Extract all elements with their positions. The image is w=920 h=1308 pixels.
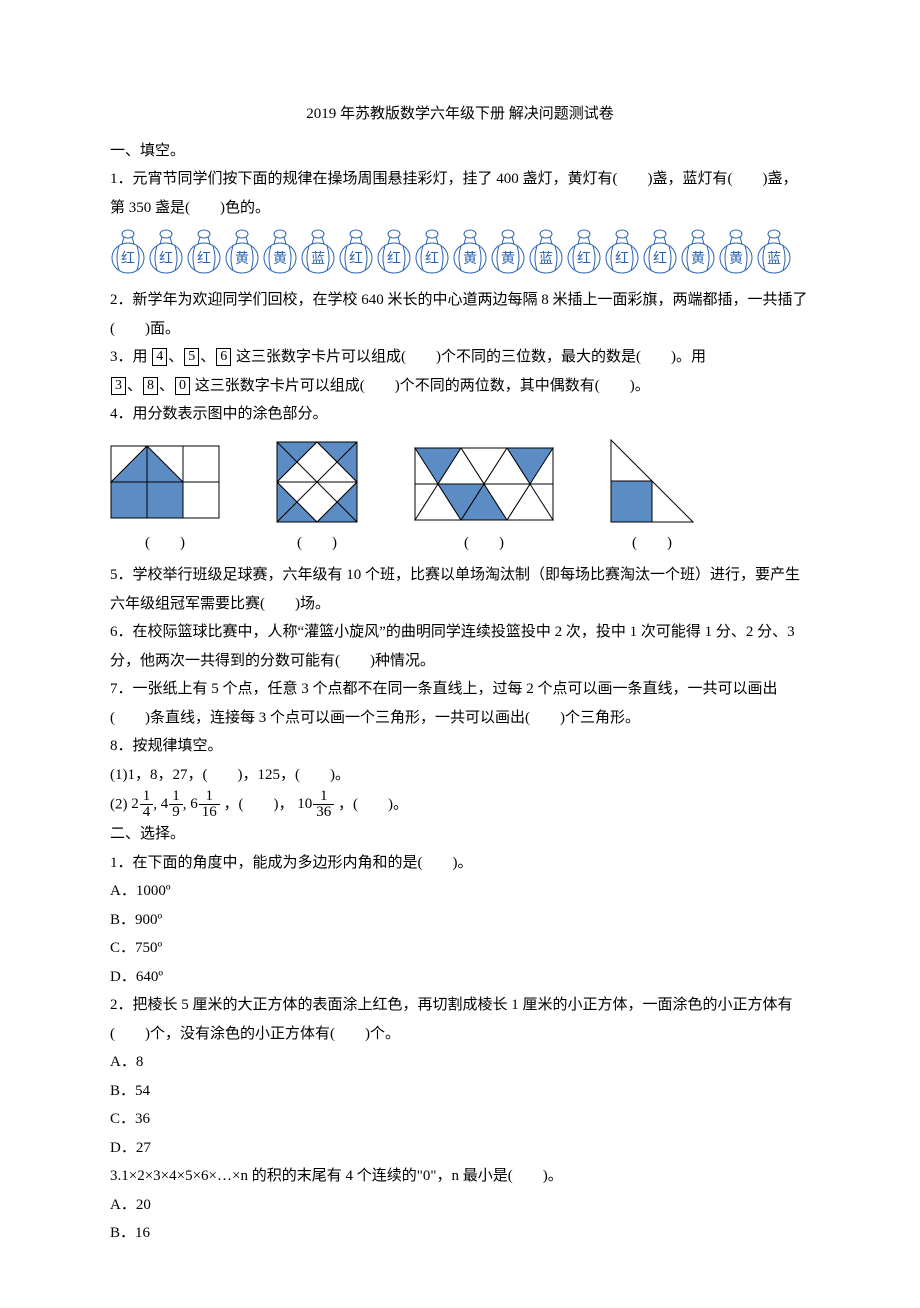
fig-caption: ( ) <box>145 529 185 558</box>
svg-text:红: 红 <box>577 251 591 267</box>
lantern-icon: 黄 <box>490 228 526 276</box>
q3-tail: 这三张数字卡片可以组成( )个不同的两位数，其中偶数有( )。 <box>195 378 650 394</box>
digit-card: 3 <box>111 377 126 395</box>
lantern-icon: 红 <box>566 228 602 276</box>
right-triangle-icon <box>610 439 694 523</box>
s2-q3-text: 3.1×2×3×4×5×6×…×n 的积的末尾有 4 个连续的"0"，n 最小是… <box>110 1162 810 1191</box>
fig-3: ( ) <box>414 447 554 558</box>
q3-text-2: 3、8、0 这三张数字卡片可以组成( )个不同的两位数，其中偶数有( )。 <box>110 372 810 401</box>
svg-text:黄: 黄 <box>729 250 743 267</box>
shaded-grid-icon <box>110 445 220 523</box>
lantern-icon: 黄 <box>452 228 488 276</box>
svg-text:黄: 黄 <box>235 250 249 267</box>
q8-2-tail: ，( )。 <box>338 796 408 812</box>
s2-q3-opt-a: A．20 <box>110 1191 810 1220</box>
page-title: 2019 年苏教版数学六年级下册 解决问题测试卷 <box>110 100 810 129</box>
q3-prefix: 3．用 <box>110 349 148 365</box>
q7-text: 7．一张纸上有 5 个点，任意 3 个点都不在同一条直线上，过每 2 个点可以画… <box>110 675 810 732</box>
s2-q2-opt-c: C．36 <box>110 1105 810 1134</box>
lantern-row: 红红红黄黄蓝红红红黄黄蓝红红红黄黄蓝 <box>110 228 810 276</box>
fig-caption: ( ) <box>632 529 672 558</box>
svg-text:红: 红 <box>653 251 667 267</box>
s2-q3-opt-b: B．16 <box>110 1219 810 1248</box>
lantern-icon: 红 <box>642 228 678 276</box>
mixed-fraction: 10136 <box>297 789 334 820</box>
svg-text:红: 红 <box>615 251 629 267</box>
lantern-icon: 蓝 <box>756 228 792 276</box>
s2-q1-opt-c: C．750º <box>110 934 810 963</box>
digit-card: 5 <box>184 348 199 366</box>
svg-text:黄: 黄 <box>501 250 515 267</box>
fig-caption: ( ) <box>297 529 337 558</box>
q8-2-mid: ，( )， <box>224 796 294 812</box>
svg-text:黄: 黄 <box>691 250 705 267</box>
svg-text:红: 红 <box>387 251 401 267</box>
lantern-icon: 红 <box>186 228 222 276</box>
svg-text:黄: 黄 <box>273 250 287 267</box>
lantern-icon: 红 <box>604 228 640 276</box>
lantern-icon: 黄 <box>262 228 298 276</box>
digit-card: 0 <box>175 377 190 395</box>
svg-text:蓝: 蓝 <box>311 251 325 267</box>
q4-figures: ( ) ( ) ( <box>110 439 810 558</box>
s2-q1-opt-a: A．1000º <box>110 877 810 906</box>
svg-text:蓝: 蓝 <box>539 251 553 267</box>
svg-text:蓝: 蓝 <box>767 251 781 267</box>
q8-text: 8．按规律填空。 <box>110 732 810 761</box>
q4-text: 4．用分数表示图中的涂色部分。 <box>110 400 810 429</box>
q8-2-text: (2) 214, 419, 6116 ，( )， 10136 ，( )。 <box>110 789 810 820</box>
s2-q2-opt-b: B．54 <box>110 1077 810 1106</box>
triangle-row-icon <box>414 447 554 523</box>
svg-text:红: 红 <box>159 251 173 267</box>
q6-text: 6．在校际篮球比赛中，人称“灌篮小旋风”的曲明同学连续投篮投中 2 次，投中 1… <box>110 618 810 675</box>
s2-q1-opt-b: B．900º <box>110 906 810 935</box>
fig-4: ( ) <box>610 439 694 558</box>
q3-text: 3．用 4、5、6 这三张数字卡片可以组成( )个不同的三位数，最大的数是( )… <box>110 343 810 372</box>
s2-q2-text: 2．把棱长 5 厘米的大正方体的表面涂上红色，再切割成棱长 1 厘米的小正方体，… <box>110 991 810 1048</box>
s2-q1-opt-d: D．640º <box>110 963 810 992</box>
fig-1: ( ) <box>110 445 220 558</box>
lantern-icon: 蓝 <box>528 228 564 276</box>
q5-text: 5．学校举行班级足球赛，六年级有 10 个班，比赛以单场淘汰制（即每场比赛淘汰一… <box>110 561 810 618</box>
q1-text: 1．元宵节同学们按下面的规律在操场周围悬挂彩灯，挂了 400 盏灯，黄灯有( )… <box>110 165 810 222</box>
lantern-icon: 红 <box>110 228 146 276</box>
s2-q1-text: 1．在下面的角度中，能成为多边形内角和的是( )。 <box>110 849 810 878</box>
q3-mid: 这三张数字卡片可以组成( )个不同的三位数，最大的数是( )。用 <box>236 349 706 365</box>
digit-card: 4 <box>152 348 167 366</box>
lantern-icon: 黄 <box>718 228 754 276</box>
mixed-fraction: 6116 <box>190 789 220 820</box>
mixed-fraction: 214 <box>131 789 153 820</box>
lantern-icon: 红 <box>414 228 450 276</box>
lantern-icon: 红 <box>376 228 412 276</box>
q2-text: 2．新学年为欢迎同学们回校，在学校 640 米长的中心道两边每隔 8 米插上一面… <box>110 286 810 343</box>
section-1-heading: 一、填空。 <box>110 137 810 166</box>
s2-q2-opt-a: A．8 <box>110 1048 810 1077</box>
s2-q2-opt-d: D．27 <box>110 1134 810 1163</box>
q8-1-text: (1)1，8，27，( )，125，( )。 <box>110 761 810 790</box>
lantern-icon: 蓝 <box>300 228 336 276</box>
lantern-icon: 黄 <box>680 228 716 276</box>
lantern-icon: 红 <box>148 228 184 276</box>
svg-text:红: 红 <box>121 251 135 267</box>
svg-text:红: 红 <box>197 251 211 267</box>
fig-2: ( ) <box>276 441 358 558</box>
section-2-heading: 二、选择。 <box>110 820 810 849</box>
digit-card: 6 <box>216 348 231 366</box>
lantern-icon: 黄 <box>224 228 260 276</box>
square-diamond-icon <box>276 441 358 523</box>
mixed-fraction: 419 <box>161 789 183 820</box>
svg-text:红: 红 <box>349 251 363 267</box>
lantern-icon: 红 <box>338 228 374 276</box>
fig-caption: ( ) <box>464 529 504 558</box>
svg-text:黄: 黄 <box>463 250 477 267</box>
svg-text:红: 红 <box>425 251 439 267</box>
digit-card: 8 <box>143 377 158 395</box>
q8-2-prefix: (2) <box>110 796 131 812</box>
